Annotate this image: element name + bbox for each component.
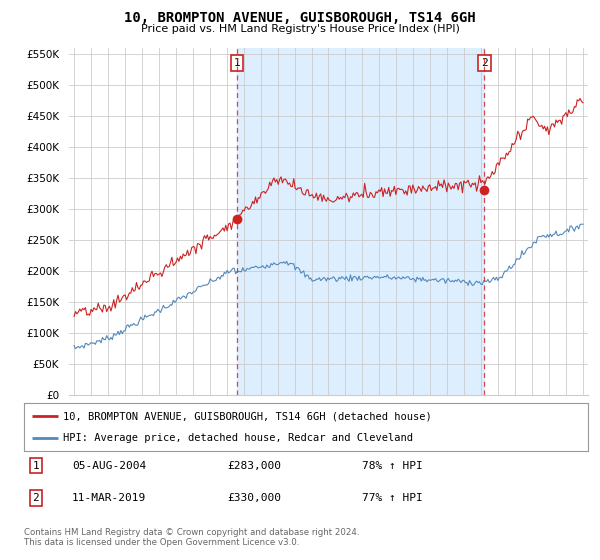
Bar <box>237 48 484 395</box>
Text: 78% ↑ HPI: 78% ↑ HPI <box>362 461 423 470</box>
Text: 1: 1 <box>32 461 39 470</box>
Text: 2: 2 <box>481 58 488 68</box>
Text: 1: 1 <box>233 58 240 68</box>
Text: 2: 2 <box>32 493 39 503</box>
Text: 77% ↑ HPI: 77% ↑ HPI <box>362 493 423 503</box>
Text: Contains HM Land Registry data © Crown copyright and database right 2024.
This d: Contains HM Land Registry data © Crown c… <box>24 528 359 547</box>
Text: 05-AUG-2004: 05-AUG-2004 <box>72 461 146 470</box>
Text: Price paid vs. HM Land Registry's House Price Index (HPI): Price paid vs. HM Land Registry's House … <box>140 24 460 34</box>
Text: £283,000: £283,000 <box>227 461 281 470</box>
Text: £330,000: £330,000 <box>227 493 281 503</box>
Text: 10, BROMPTON AVENUE, GUISBOROUGH, TS14 6GH: 10, BROMPTON AVENUE, GUISBOROUGH, TS14 6… <box>124 11 476 25</box>
Text: 11-MAR-2019: 11-MAR-2019 <box>72 493 146 503</box>
Text: 10, BROMPTON AVENUE, GUISBOROUGH, TS14 6GH (detached house): 10, BROMPTON AVENUE, GUISBOROUGH, TS14 6… <box>64 411 432 421</box>
Text: HPI: Average price, detached house, Redcar and Cleveland: HPI: Average price, detached house, Redc… <box>64 433 413 443</box>
